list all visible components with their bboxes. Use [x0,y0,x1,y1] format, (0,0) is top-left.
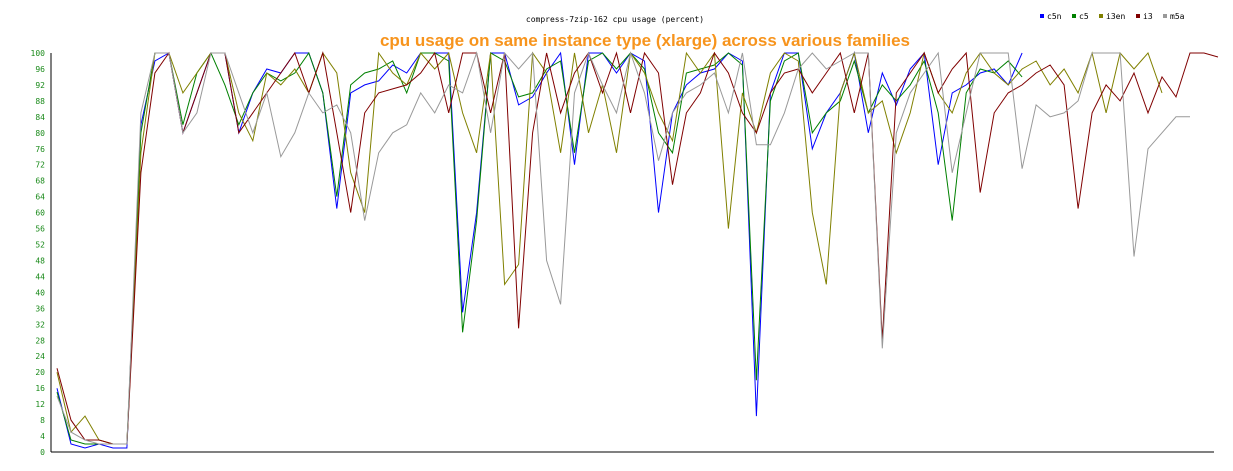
legend-swatch-m5a [1163,14,1167,18]
y-tick-label: 56 [35,225,45,234]
series-line-i3en [57,53,1162,444]
y-tick-label: 52 [35,241,45,250]
legend-swatch-c5n [1040,14,1044,18]
y-axis-ticks: 0481216202428323640444852566064687276808… [31,49,46,457]
y-tick-label: 44 [35,272,45,281]
y-tick-label: 36 [35,304,45,313]
y-tick-label: 8 [40,416,45,425]
y-tick-label: 64 [35,193,45,202]
y-tick-label: 4 [40,432,45,441]
chart-title: compress-7zip-162 cpu usage (percent) [526,15,704,24]
y-tick-label: 84 [35,113,45,122]
y-tick-label: 96 [35,65,45,74]
y-tick-label: 20 [35,368,45,377]
y-tick-label: 100 [31,49,46,58]
y-tick-label: 92 [35,81,45,90]
y-tick-label: 60 [35,209,45,218]
y-tick-label: 88 [35,97,45,106]
legend-label-c5n: c5n [1047,12,1062,21]
y-tick-label: 16 [35,384,45,393]
y-tick-label: 76 [35,145,45,154]
y-tick-label: 48 [35,256,45,265]
legend-label-i3en: i3en [1106,12,1125,21]
legend-label-m5a: m5a [1170,12,1185,21]
y-tick-label: 40 [35,288,45,297]
y-tick-label: 0 [40,448,45,457]
y-tick-label: 12 [35,400,45,409]
legend-swatch-i3en [1099,14,1103,18]
series-line-m5a [57,53,1190,444]
y-tick-label: 24 [35,352,45,361]
legend: c5n c5 i3en i3 m5a [1040,12,1185,21]
y-tick-label: 80 [35,129,45,138]
legend-swatch-c5 [1072,14,1076,18]
y-tick-label: 28 [35,336,45,345]
legend-swatch-i3 [1136,14,1140,18]
y-tick-label: 68 [35,177,45,186]
series-group [57,53,1218,448]
y-tick-label: 32 [35,320,45,329]
y-tick-label: 72 [35,161,45,170]
legend-label-i3: i3 [1143,12,1153,21]
chart-subtitle: cpu usage on same instance type (xlarge)… [380,31,910,50]
legend-label-c5: c5 [1079,12,1089,21]
